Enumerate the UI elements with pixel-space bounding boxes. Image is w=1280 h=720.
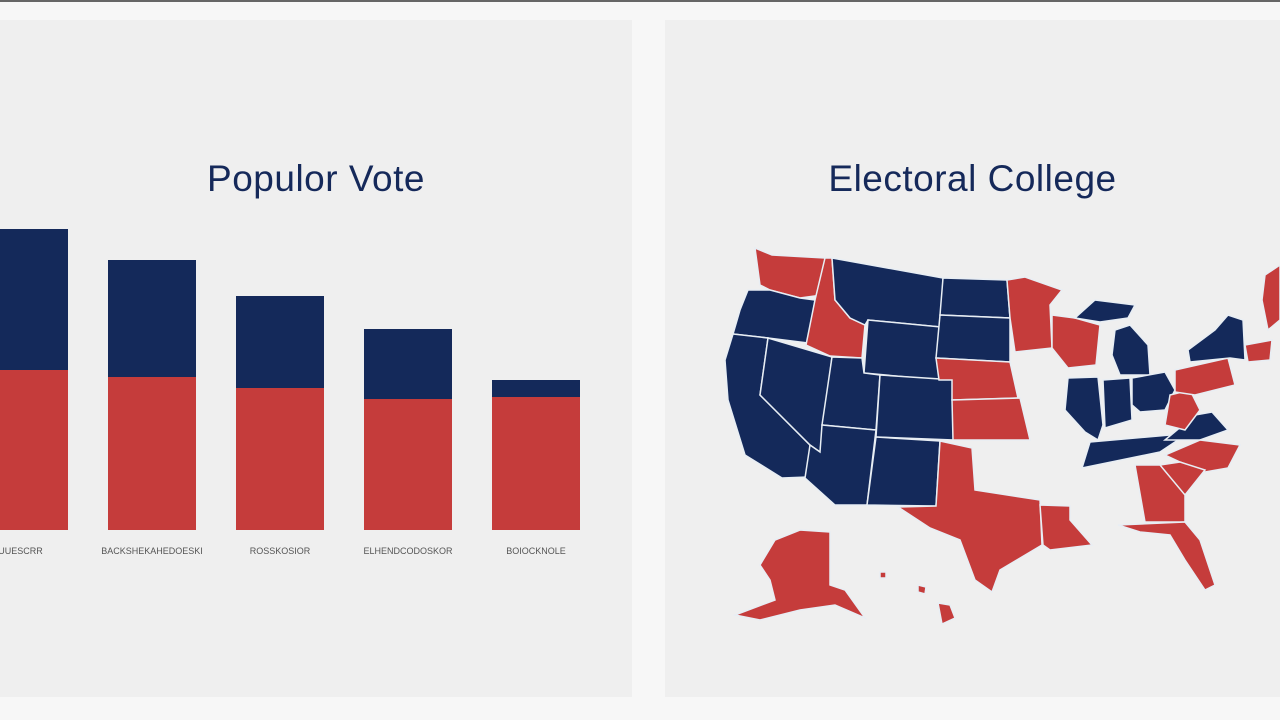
state-tx (895, 440, 1043, 594)
state-wy (863, 319, 942, 381)
popular-vote-title: Populor Vote (207, 158, 425, 199)
state-hi (937, 602, 956, 626)
state-nm (866, 436, 941, 507)
state-mn (1006, 276, 1064, 353)
popular-vote-bar-chart: KOUUESCRR BACKSHEKAHEDOESKI ROSSKOSIOR ELHE… (0, 229, 580, 556)
state-nd (939, 277, 1011, 319)
state-tn (1080, 434, 1180, 469)
state-new-england-south (1244, 339, 1273, 363)
bar-segment-blue-0 (0, 229, 68, 370)
state-hi-small-2 (879, 571, 887, 579)
bar-segment-red-3 (364, 399, 452, 530)
state-ak (732, 529, 868, 621)
state-mi (1111, 324, 1151, 376)
state-in (1102, 377, 1133, 429)
state-pa (1174, 357, 1236, 396)
state-fl (1117, 521, 1216, 591)
state-hi-small-1 (917, 584, 927, 595)
popular-vote-panel: Populor Vote KOUUESCRR BACKSHEKAHEDOESKI R… (0, 20, 632, 697)
state-oh (1131, 371, 1176, 413)
state-il (1064, 376, 1104, 442)
category-label: ELHENDCODOSKOR (363, 546, 453, 556)
bar-segment-red-4 (492, 397, 580, 530)
category-label: KOUUESCRR (0, 546, 43, 556)
category-label: BOIOCKNOLE (506, 546, 566, 556)
category-label: ROSSKOSIOR (250, 546, 311, 556)
state-ga (1134, 464, 1186, 523)
state-ny (1187, 314, 1246, 363)
state-la (1039, 504, 1094, 551)
bar-segment-blue-2 (236, 296, 324, 388)
state-co (875, 374, 956, 441)
bar-segment-red-0 (0, 370, 68, 530)
bar-segment-blue-1 (108, 260, 196, 377)
state-new-england (1261, 264, 1280, 332)
bar-segment-blue-3 (364, 329, 452, 399)
state-az (804, 424, 877, 506)
state-sd (935, 314, 1011, 363)
bar-segment-red-2 (236, 388, 324, 530)
electoral-college-panel: Electoral College (665, 20, 1280, 697)
state-mt (831, 257, 944, 328)
top-border (0, 0, 1280, 2)
state-ks (951, 397, 1031, 441)
state-wa (754, 246, 826, 299)
electoral-college-title: Electoral College (828, 158, 1117, 199)
us-map (724, 246, 1280, 626)
bar-segment-red-1 (108, 377, 196, 530)
state-mi-upper (1073, 299, 1137, 323)
bar-segment-blue-4 (492, 380, 580, 397)
state-wi (1051, 314, 1101, 369)
category-label: BACKSHEKAHEDOESKI (101, 546, 203, 556)
